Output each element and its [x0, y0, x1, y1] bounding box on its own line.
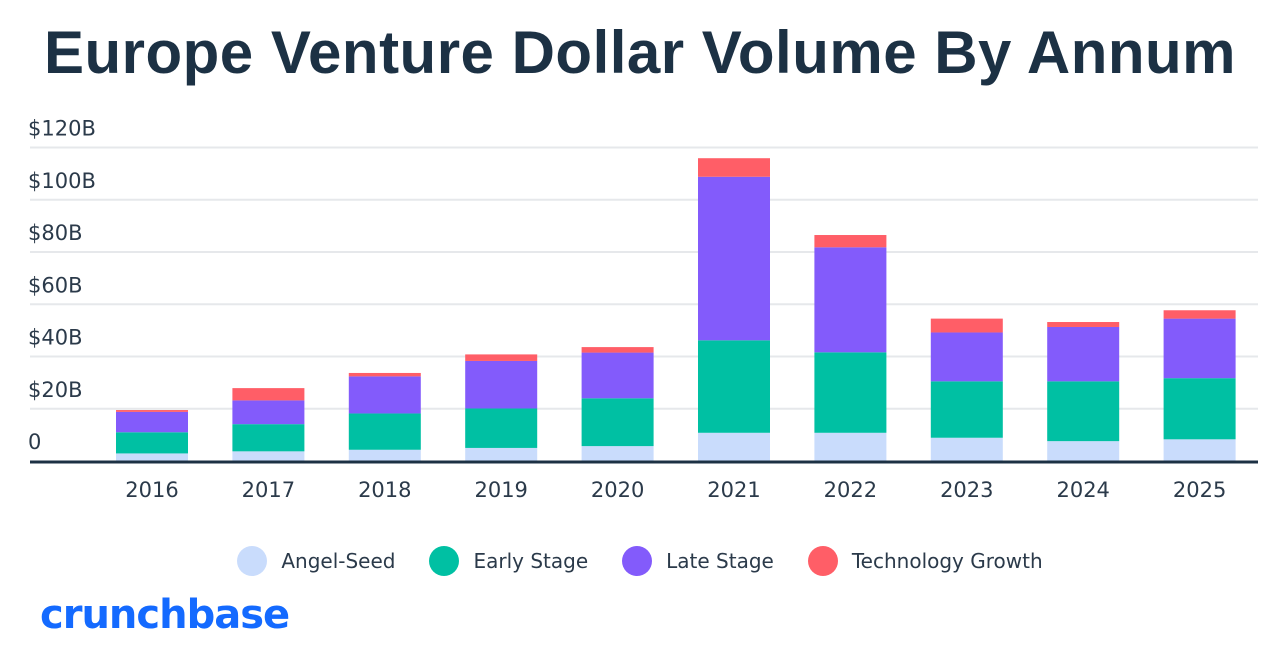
chart-title: Europe Venture Dollar Volume By Annum	[43, 19, 1236, 86]
legend-label: Late Stage	[666, 549, 774, 573]
bar-segment-early-stage	[348, 413, 421, 450]
bar-segment-angel-seed	[1047, 441, 1120, 461]
bar-segment-late-stage	[930, 332, 1003, 382]
bar-segment-angel-seed	[116, 453, 188, 461]
bar-segment-early-stage	[581, 398, 654, 447]
bar-segment-late-stage	[1047, 326, 1120, 382]
x-tick-label: 2024	[1056, 478, 1109, 502]
bar-segment-technology-growth	[930, 318, 1003, 333]
x-tick-label: 2022	[824, 478, 877, 502]
bar-segment-late-stage	[116, 411, 188, 433]
bar-segment-late-stage	[348, 376, 421, 414]
bar-segment-early-stage	[698, 340, 770, 433]
x-tick-label: 2023	[940, 478, 993, 502]
bar-segment-early-stage	[814, 352, 887, 433]
bar-segment-angel-seed	[465, 447, 538, 461]
legend-swatch	[237, 546, 268, 576]
x-tick-label: 2019	[474, 478, 527, 502]
bar-segment-angel-seed	[930, 437, 1003, 461]
bar-segment-late-stage	[465, 360, 538, 409]
bar-segment-technology-growth	[698, 158, 770, 177]
bar-segment-early-stage	[1047, 381, 1120, 442]
bar-segment-early-stage	[465, 408, 538, 448]
legend-swatch	[807, 546, 838, 576]
legend-item: Early Stage	[429, 546, 588, 576]
bar-segment-late-stage	[232, 400, 305, 425]
crunchbase-logo: crunchbase	[40, 592, 290, 638]
bar-segment-technology-growth	[232, 388, 305, 401]
bar-segment-early-stage	[1163, 378, 1236, 440]
bar-segment-early-stage	[232, 424, 305, 452]
stacked-bar-chart: 0 $20B $40B $60B $80B $100B $120B 2016 2017 2018 2…	[28, 117, 1258, 502]
bar-segment-angel-seed	[1163, 439, 1236, 461]
bar-segment-early-stage	[116, 432, 188, 454]
bar-segment-technology-growth	[1163, 310, 1236, 319]
bar-segment-technology-growth	[814, 235, 887, 248]
bar-segment-late-stage	[581, 352, 654, 399]
bar-segment-angel-seed	[581, 446, 654, 461]
x-tick-label: 2020	[591, 478, 644, 502]
bar-segment-angel-seed	[348, 449, 421, 461]
bar-segment-technology-growth	[116, 410, 188, 412]
legend: Angel-Seed Early Stage Late Stage Technolog…	[0, 546, 1280, 576]
bar-segment-angel-seed	[232, 451, 305, 461]
legend-label: Early Stage	[473, 549, 589, 573]
bar-segment-angel-seed	[698, 432, 770, 461]
legend-swatch	[429, 546, 460, 576]
y-tick-label: $20B	[28, 378, 83, 402]
x-tick-label: 2021	[707, 478, 760, 502]
x-tick-label: 2017	[242, 478, 295, 502]
y-tick-label: 0	[28, 430, 41, 454]
bar-segment-technology-growth	[348, 372, 421, 377]
y-tick-label: $100B	[28, 169, 96, 193]
legend-item: Technology Growth	[807, 546, 1043, 576]
y-tick-label: $120B	[28, 117, 96, 141]
x-tick-label: 2018	[358, 478, 411, 502]
legend-item: Angel-Seed	[237, 546, 395, 576]
bar-segment-angel-seed	[814, 432, 887, 461]
bar-segment-late-stage	[1163, 318, 1236, 379]
bar-segment-late-stage	[814, 247, 887, 353]
bar-segment-late-stage	[698, 176, 770, 341]
bar-segment-technology-growth	[465, 354, 538, 361]
legend-label: Angel-Seed	[281, 549, 396, 573]
bar-segment-technology-growth	[1047, 322, 1120, 327]
x-tick-label: 2025	[1173, 478, 1226, 502]
legend-label: Technology Growth	[851, 549, 1043, 573]
x-tick-label: 2016	[125, 478, 178, 502]
bar-segment-technology-growth	[581, 347, 654, 353]
y-tick-label: $80B	[28, 221, 83, 245]
y-tick-label: $40B	[28, 326, 83, 350]
legend-swatch	[622, 546, 653, 576]
bar-segment-early-stage	[930, 381, 1003, 438]
y-tick-label: $60B	[28, 273, 83, 297]
legend-item: Late Stage	[622, 546, 774, 576]
